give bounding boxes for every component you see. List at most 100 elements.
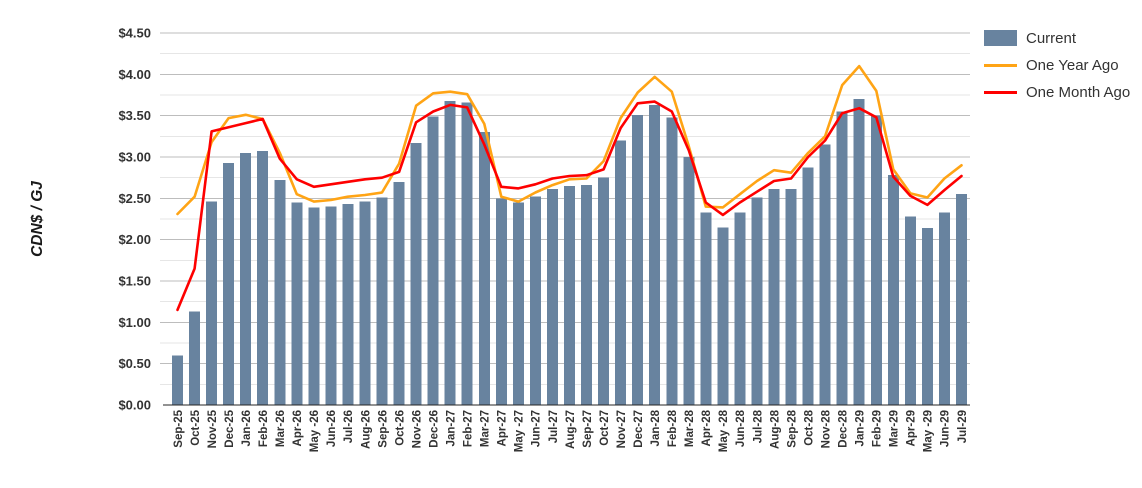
x-tick-label: Apr-29 xyxy=(906,410,918,446)
bar-Jul-27 xyxy=(546,189,558,405)
x-tick-label: Feb-26 xyxy=(258,410,270,447)
chart-legend: Current One Year Ago One Month Ago xyxy=(984,28,1130,102)
x-tick-label: Jan-26 xyxy=(241,410,253,446)
x-tick-label: Oct-26 xyxy=(394,410,406,446)
x-tick-label: Jun-29 xyxy=(940,410,952,447)
x-tick-label: Jun-28 xyxy=(735,409,747,447)
bar-Dec-25 xyxy=(223,162,235,405)
x-tick-label: Dec-27 xyxy=(633,410,645,448)
x-tick-label: Jul-28 xyxy=(752,409,764,443)
y-tick-label: $0.00 xyxy=(118,398,151,413)
current-bar-swatch-icon xyxy=(984,30,1017,46)
x-tick-label: Mar-27 xyxy=(480,410,492,447)
bar-Oct-28 xyxy=(802,167,814,405)
x-tick-label: Sep-25 xyxy=(173,409,185,447)
line-one-month-ago xyxy=(176,100,963,312)
bar-Oct-27 xyxy=(598,177,610,405)
bar-Jan-26 xyxy=(240,152,252,405)
x-tick-label: Apr-27 xyxy=(497,410,509,446)
x-tick-label: Feb-28 xyxy=(667,409,679,447)
x-tick-label: Aug-27 xyxy=(565,410,577,449)
bar-May-29 xyxy=(921,228,933,405)
bar-Aug-27 xyxy=(564,185,575,405)
bar-Mar-29 xyxy=(887,175,899,405)
bar-May-26 xyxy=(308,207,320,405)
bar-Jul-28 xyxy=(751,197,763,405)
x-tick-label: Jul-26 xyxy=(343,410,355,443)
y-tick-label: $4.00 xyxy=(118,67,151,82)
bar-Apr-26 xyxy=(291,202,303,405)
bar-Dec-28 xyxy=(836,111,848,406)
y-tick-label: $1.50 xyxy=(118,274,151,289)
x-tick-label: Feb-29 xyxy=(872,410,884,447)
x-tick-label: Nov-26 xyxy=(411,410,423,448)
legend-label-current: Current xyxy=(1026,29,1077,47)
y-tick-label: $2.50 xyxy=(118,191,151,206)
legend-item-one-month-ago: One Month Ago xyxy=(984,82,1130,102)
bar-Jun-28 xyxy=(734,212,746,405)
bar-Jun-29 xyxy=(938,212,950,405)
bar-Mar-26 xyxy=(274,180,286,405)
bar-May-27 xyxy=(512,202,524,405)
x-tick-label: May -28 xyxy=(718,409,730,452)
legend-label-one-year-ago: One Year Ago xyxy=(1026,56,1119,74)
bar-Feb-28 xyxy=(666,117,678,405)
bar-Mar-28 xyxy=(683,157,695,405)
x-tick-label: Dec-26 xyxy=(429,410,441,448)
bar-Sep-25 xyxy=(172,355,184,405)
legend-item-current: Current xyxy=(984,28,1130,48)
bar-Oct-26 xyxy=(393,181,405,405)
x-tick-label: Apr-26 xyxy=(292,410,304,446)
x-tick-label: Sep-28 xyxy=(786,409,798,447)
x-tick-label: Nov-27 xyxy=(616,410,628,448)
bar-Apr-28 xyxy=(700,212,712,405)
y-tick-label: $4.50 xyxy=(118,26,151,41)
x-tick-label: May -29 xyxy=(923,410,935,452)
bar-Jun-27 xyxy=(529,196,541,405)
x-tick-label: May -27 xyxy=(514,410,526,452)
y-tick-label: $0.50 xyxy=(118,356,151,371)
legend-label-one-month-ago: One Month Ago xyxy=(1026,83,1131,101)
x-tick-label: Jan-28 xyxy=(650,409,662,446)
current-bars xyxy=(172,99,967,406)
x-tick-label: Sep-26 xyxy=(377,410,389,448)
bar-Feb-26 xyxy=(257,151,269,405)
bar-Jan-28 xyxy=(649,104,661,406)
bar-Jan-29 xyxy=(853,99,865,405)
x-tick-label: Jun-26 xyxy=(326,410,338,447)
one-year-ago-line-swatch-icon xyxy=(984,63,1017,67)
bar-Nov-26 xyxy=(410,142,422,406)
bar-Oct-25 xyxy=(189,311,201,405)
x-tick-label: Dec-25 xyxy=(224,409,236,447)
y-tick-label: $2.00 xyxy=(118,232,151,247)
bar-Jul-26 xyxy=(342,204,354,405)
bar-Jan-27 xyxy=(444,100,456,405)
bar-Dec-27 xyxy=(632,114,644,405)
x-tick-label: Feb-27 xyxy=(463,410,475,447)
legend-item-one-year-ago: One Year Ago xyxy=(984,55,1130,75)
x-tick-label: Dec-28 xyxy=(838,409,850,447)
x-tick-label: Oct-25 xyxy=(190,409,202,445)
x-tick-label: Jul-29 xyxy=(957,410,969,443)
bar-Apr-29 xyxy=(904,216,916,405)
bar-Sep-26 xyxy=(376,197,388,405)
x-tick-label: Oct-28 xyxy=(803,409,815,445)
x-tick-label: Nov-28 xyxy=(820,409,832,448)
x-tick-label: May -26 xyxy=(309,410,321,452)
one-month-ago-line-swatch-icon xyxy=(984,90,1017,94)
y-tick-label: $1.00 xyxy=(118,315,151,330)
x-tick-label: Jun-27 xyxy=(531,410,543,447)
x-tick-label: Jan-27 xyxy=(446,410,458,446)
x-tick-label: Sep-27 xyxy=(582,410,594,448)
bar-Nov-27 xyxy=(615,140,627,405)
x-tick-label: Aug-26 xyxy=(360,410,372,449)
x-tick-labels: Sep-25 Oct-25 Nov-25 Dec-25 Jan-26 Feb-26 Mar-… xyxy=(173,409,969,452)
bar-Feb-29 xyxy=(870,115,882,406)
y-axis-title: CDN$ / GJ xyxy=(29,181,46,257)
x-tick-label: Nov-25 xyxy=(207,409,219,448)
line-one-year-ago xyxy=(176,64,963,216)
x-tick-label: Jul-27 xyxy=(548,410,560,443)
y-tick-labels: $0.00 $0.50 $1.00 $1.50 $2.00 $2.50 $3.00 $3.50… xyxy=(118,26,151,413)
